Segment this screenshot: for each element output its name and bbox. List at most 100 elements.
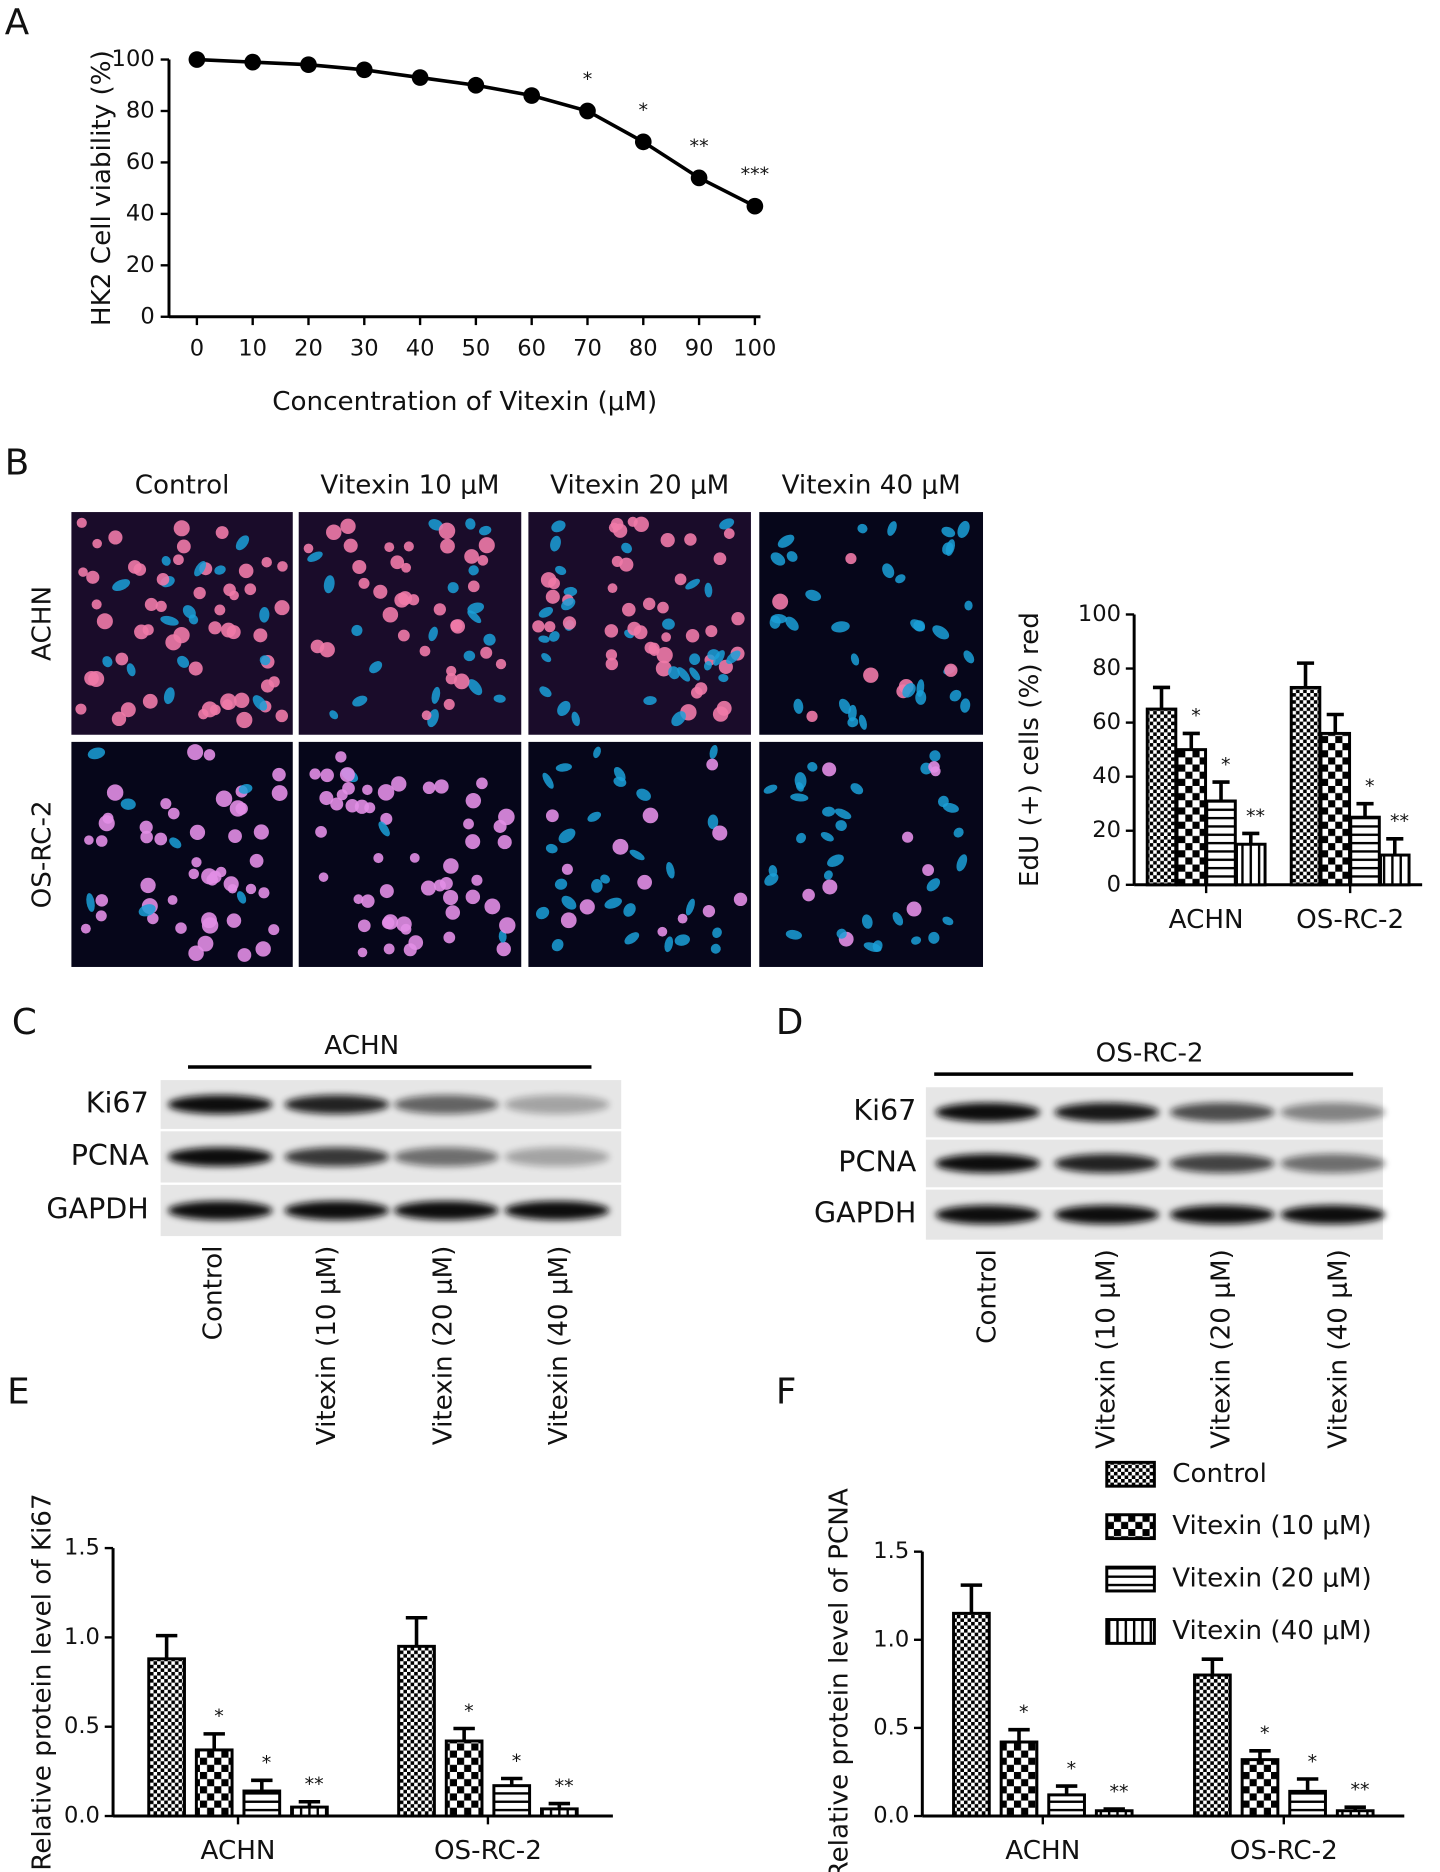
cell bbox=[906, 901, 922, 917]
bar bbox=[1240, 1758, 1280, 1818]
cell bbox=[478, 537, 495, 554]
significance: * bbox=[1260, 1723, 1270, 1745]
cell bbox=[271, 785, 288, 801]
cell bbox=[369, 661, 383, 674]
significance: * bbox=[1221, 754, 1231, 776]
cell bbox=[858, 714, 867, 730]
cell bbox=[92, 538, 102, 549]
cell bbox=[807, 762, 818, 772]
cell bbox=[187, 744, 204, 761]
y-tick-label: 1.5 bbox=[64, 1535, 100, 1561]
cell bbox=[255, 941, 271, 957]
cell bbox=[861, 914, 873, 929]
cell bbox=[351, 624, 363, 637]
bar bbox=[1289, 685, 1322, 887]
cell bbox=[932, 625, 950, 640]
x-tick-label: 30 bbox=[350, 335, 379, 361]
cell bbox=[91, 599, 102, 610]
cell bbox=[593, 746, 601, 759]
cell bbox=[499, 917, 516, 934]
cell bbox=[86, 893, 95, 912]
cell bbox=[928, 931, 940, 944]
cell bbox=[358, 577, 370, 589]
blot-row-label: GAPDH bbox=[46, 1191, 148, 1225]
cell bbox=[78, 567, 88, 577]
cell bbox=[373, 584, 388, 599]
cell bbox=[468, 565, 479, 576]
cell bbox=[467, 679, 483, 696]
cell bbox=[705, 625, 718, 638]
cell bbox=[420, 880, 436, 896]
blot-band bbox=[167, 1200, 273, 1221]
cell bbox=[772, 593, 789, 610]
cell bbox=[656, 646, 673, 664]
cell bbox=[155, 600, 167, 612]
cell bbox=[644, 641, 657, 654]
x-tick-label: 40 bbox=[406, 335, 435, 361]
cell bbox=[463, 650, 476, 662]
y-tick-label: 60 bbox=[126, 149, 155, 175]
cell bbox=[329, 710, 339, 720]
cell bbox=[161, 555, 171, 566]
point bbox=[244, 53, 262, 71]
bar bbox=[242, 1789, 282, 1818]
lane-label: Control bbox=[972, 1249, 1002, 1344]
cell bbox=[203, 749, 216, 761]
cell bbox=[268, 924, 280, 936]
cell bbox=[173, 626, 190, 644]
cell bbox=[887, 521, 897, 536]
point bbox=[188, 51, 206, 68]
cell bbox=[495, 658, 507, 670]
cell bbox=[562, 616, 577, 630]
y-axis-title: EdU (+) cells (%) red bbox=[1015, 612, 1045, 887]
cell bbox=[163, 687, 175, 705]
cell bbox=[340, 518, 356, 535]
cell bbox=[558, 828, 576, 844]
cell bbox=[357, 919, 371, 933]
error-bar bbox=[453, 1726, 475, 1742]
cell bbox=[945, 539, 956, 556]
cell bbox=[550, 535, 561, 552]
x-tick-label: OS-RC-2 bbox=[1230, 1836, 1338, 1866]
cell bbox=[272, 767, 286, 782]
cell bbox=[793, 698, 804, 714]
blot-band bbox=[935, 1153, 1041, 1173]
cell bbox=[319, 642, 335, 658]
cell bbox=[440, 538, 455, 554]
error-bar bbox=[1182, 731, 1200, 750]
bar bbox=[1145, 707, 1178, 887]
cell bbox=[443, 858, 459, 874]
y-tick-label: 0 bbox=[140, 303, 154, 329]
cell bbox=[532, 620, 545, 633]
cell bbox=[622, 602, 636, 617]
cell bbox=[443, 698, 455, 710]
y-tick-label: 1.0 bbox=[64, 1624, 100, 1650]
cell bbox=[545, 589, 560, 604]
cell bbox=[253, 628, 268, 643]
blot-band bbox=[284, 1147, 390, 1167]
cell bbox=[702, 904, 716, 918]
y-axis-title: HK2 Cell viability (%) bbox=[87, 50, 117, 326]
bar bbox=[444, 1739, 484, 1818]
cell bbox=[443, 889, 459, 906]
cell bbox=[229, 800, 246, 817]
cell bbox=[707, 814, 719, 830]
panel-letter: C bbox=[12, 1002, 37, 1043]
cell bbox=[419, 645, 431, 657]
cell bbox=[167, 807, 180, 820]
cell bbox=[554, 878, 568, 890]
cell bbox=[538, 607, 554, 618]
cell bbox=[237, 948, 252, 962]
cell bbox=[926, 878, 941, 892]
cell bbox=[84, 835, 94, 845]
cell bbox=[892, 912, 904, 926]
y-tick-label: 40 bbox=[1092, 763, 1121, 789]
cell bbox=[723, 528, 735, 539]
cell bbox=[176, 539, 191, 554]
blot-band bbox=[1169, 1153, 1275, 1173]
cell bbox=[542, 772, 554, 789]
cell bbox=[637, 874, 652, 890]
cell bbox=[642, 807, 659, 824]
cell bbox=[822, 879, 838, 895]
cell bbox=[307, 551, 323, 562]
